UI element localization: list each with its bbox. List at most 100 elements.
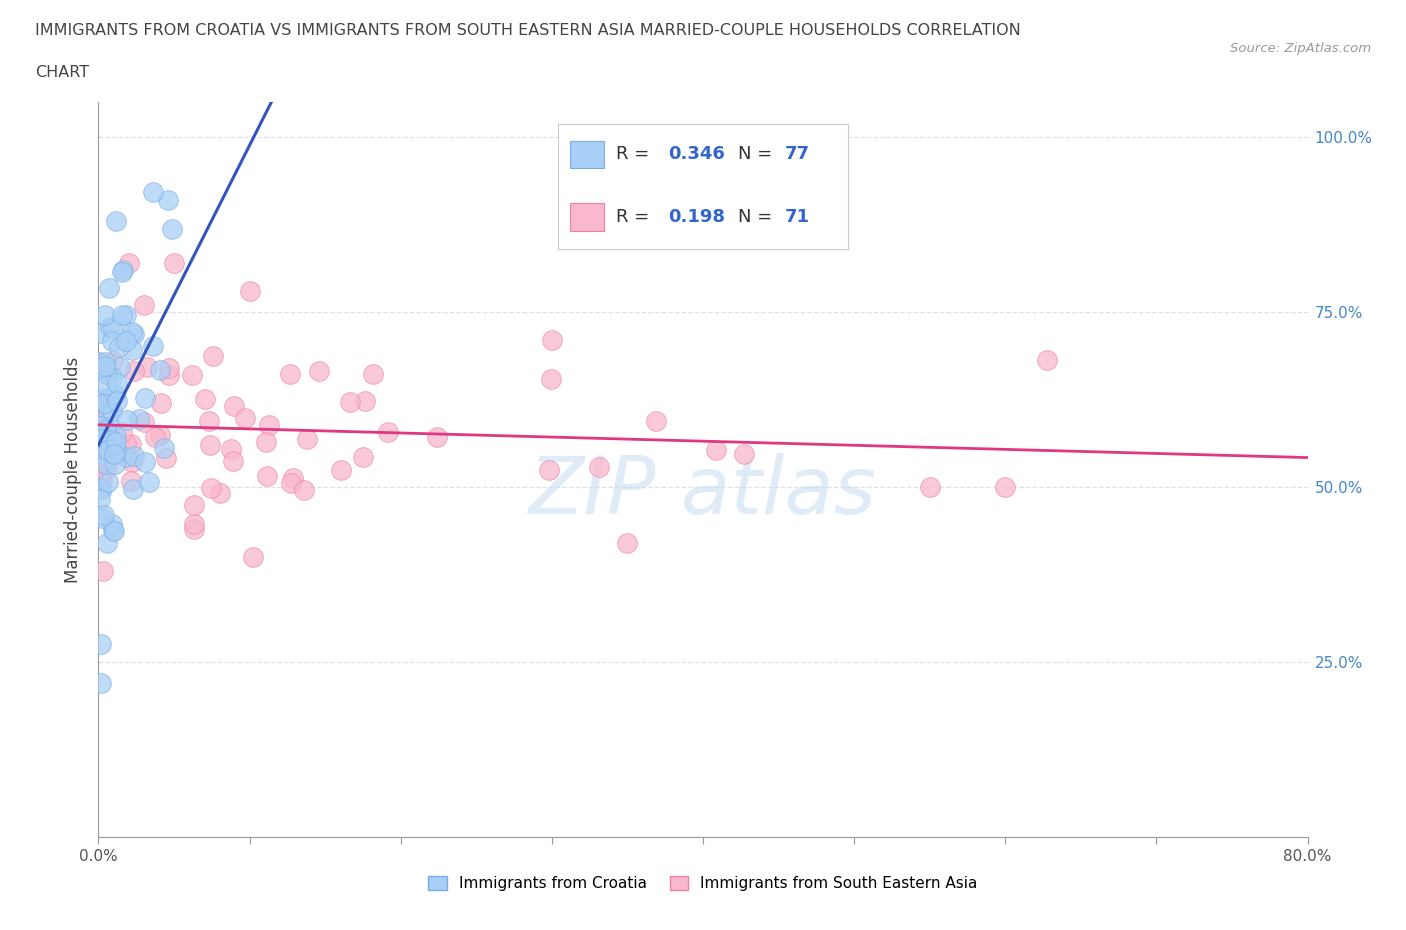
Point <box>242 549 264 564</box>
Point <box>377 425 399 440</box>
Point <box>89 460 111 475</box>
Point <box>94 366 117 381</box>
Point <box>96 423 118 438</box>
Point <box>115 333 138 348</box>
Point <box>194 392 217 406</box>
Point <box>138 474 160 489</box>
Point <box>149 395 172 410</box>
Point <box>339 394 361 409</box>
Point <box>100 432 122 447</box>
Point <box>105 214 128 229</box>
Point <box>91 564 114 578</box>
Point <box>163 256 186 271</box>
Point <box>156 193 179 207</box>
Point <box>98 281 121 296</box>
Point <box>101 523 124 538</box>
Point <box>352 450 374 465</box>
Point <box>107 339 129 354</box>
Point <box>121 455 143 470</box>
Point <box>101 404 124 418</box>
Point <box>101 334 124 349</box>
Point <box>105 376 128 391</box>
Point <box>89 432 111 446</box>
Point <box>254 435 277 450</box>
Point <box>89 432 111 446</box>
Point <box>89 418 111 433</box>
Point <box>128 412 150 427</box>
Point <box>115 308 138 323</box>
Point <box>104 437 127 452</box>
Point <box>208 485 231 500</box>
Point <box>733 446 755 461</box>
Point <box>704 443 727 458</box>
Point <box>149 427 172 442</box>
Point <box>278 366 301 381</box>
Point <box>136 360 159 375</box>
Point <box>111 425 134 440</box>
Point <box>280 475 302 490</box>
Point <box>105 435 128 450</box>
Point <box>100 435 122 450</box>
Point <box>149 363 172 378</box>
Point <box>143 429 166 444</box>
Text: IMMIGRANTS FROM CROATIA VS IMMIGRANTS FROM SOUTH EASTERN ASIA MARRIED-COUPLE HOU: IMMIGRANTS FROM CROATIA VS IMMIGRANTS FR… <box>35 23 1021 38</box>
Point <box>329 463 352 478</box>
Point <box>103 446 125 461</box>
Point <box>200 480 222 495</box>
Point <box>89 415 111 430</box>
Point <box>97 394 120 409</box>
Point <box>89 447 111 462</box>
Point <box>142 185 165 200</box>
Point <box>91 438 114 453</box>
Point <box>297 432 319 446</box>
Point <box>94 396 117 411</box>
Point <box>222 399 245 414</box>
Point <box>101 353 124 368</box>
Point <box>142 339 165 353</box>
Point <box>160 222 183 237</box>
Point <box>103 457 125 472</box>
Point <box>105 442 128 457</box>
Text: ZIP atlas: ZIP atlas <box>529 453 877 531</box>
Point <box>121 325 143 339</box>
Point <box>994 480 1017 495</box>
Point <box>91 392 114 406</box>
Point <box>200 438 222 453</box>
Point <box>541 332 564 347</box>
Point <box>97 474 120 489</box>
Point <box>90 430 112 445</box>
Point <box>104 429 127 444</box>
Point <box>122 364 145 379</box>
Point <box>257 418 280 432</box>
Point <box>98 390 121 405</box>
Point <box>89 355 111 370</box>
Point <box>89 427 111 442</box>
Point <box>155 450 177 465</box>
Point <box>98 320 121 335</box>
Point <box>120 473 142 488</box>
Point <box>354 393 377 408</box>
Point <box>361 366 384 381</box>
Point <box>94 358 117 373</box>
Point <box>90 511 112 525</box>
Point <box>134 454 156 469</box>
Point <box>103 524 125 538</box>
Point <box>292 483 315 498</box>
Point <box>281 471 304 485</box>
Point <box>111 308 134 323</box>
Point <box>183 521 205 536</box>
Point <box>89 421 111 436</box>
Point <box>91 473 114 488</box>
Point <box>91 360 114 375</box>
Text: CHART: CHART <box>35 65 89 80</box>
Point <box>121 343 143 358</box>
Point <box>98 418 121 433</box>
Point <box>198 413 221 428</box>
Point <box>308 364 330 379</box>
Point <box>221 454 243 469</box>
Y-axis label: Married-couple Households: Married-couple Households <box>65 356 83 583</box>
Point <box>101 370 124 385</box>
Point <box>93 508 115 523</box>
Point <box>122 327 145 342</box>
Point <box>235 410 257 425</box>
